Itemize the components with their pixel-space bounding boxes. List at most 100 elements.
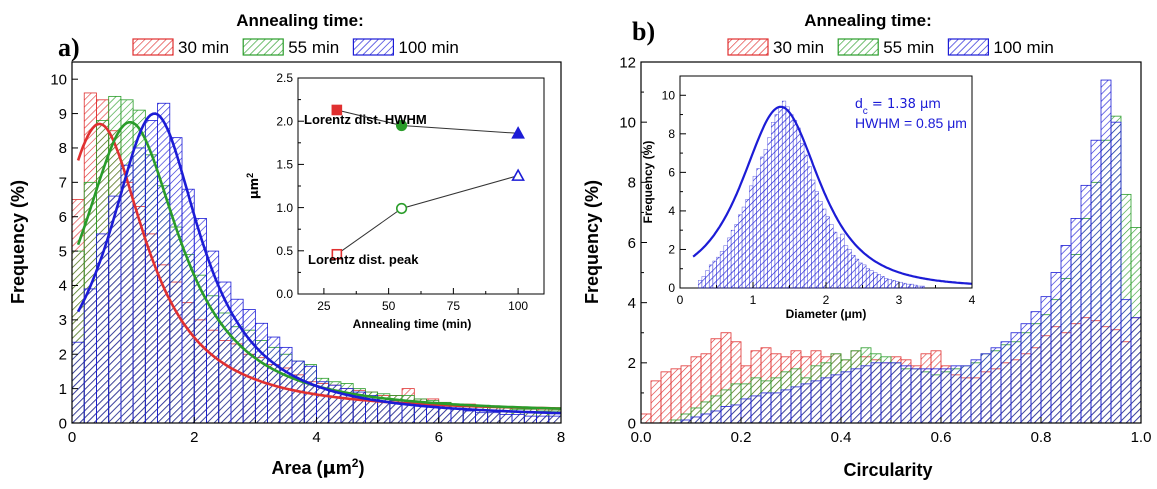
b-legend-swatch-55: [837, 38, 879, 56]
b-bar-100: [930, 368, 942, 424]
inset-b-bar: [789, 114, 794, 289]
a-legend-label-30: 30 min: [178, 38, 229, 57]
inset-b-bar: [760, 156, 765, 289]
b-bar-100: [1010, 332, 1022, 424]
inset-b-bar: [895, 281, 900, 289]
b-bar-100: [890, 362, 902, 424]
inset-a-x-tick-label: 100: [508, 299, 528, 313]
b-bar-100: [800, 383, 812, 424]
a-y-tick-label: 10: [50, 71, 67, 88]
b-legend-label-55: 55 min: [883, 38, 934, 57]
a-y-tick-label: 6: [59, 209, 67, 226]
inset-b-bar: [833, 231, 838, 289]
b-bar-100: [1110, 121, 1122, 424]
inset-b-bar: [763, 148, 768, 289]
inset-a-marker-triangle: [511, 168, 525, 181]
b-y-tick-label: 2: [628, 355, 636, 372]
inset-x-axis-title-a: Annealing time (min): [353, 317, 472, 331]
a-bar-100: [157, 102, 171, 424]
inset-a-y-tick-label: 2.0: [276, 114, 293, 128]
b-bar-30: [660, 371, 672, 424]
b-bar-100: [810, 380, 822, 424]
inset-axes-b: 0 1 2 3 4 0 2 4 6 8 10: [662, 88, 976, 307]
b-bar-100: [850, 368, 862, 424]
b-bar-100: [720, 406, 732, 424]
inset-b-bar: [712, 260, 717, 289]
inset-b-bar: [745, 199, 750, 289]
inset-a-marker-square: [331, 248, 343, 260]
inset-b-bar: [727, 237, 732, 289]
b-legend-label-100: 100 min: [993, 38, 1053, 57]
a-bar-100: [206, 250, 220, 424]
a-bar-100: [169, 137, 183, 424]
inset-b-bar: [734, 224, 739, 289]
a-legend-swatch-30: [132, 38, 174, 56]
inset-b-bar: [902, 282, 907, 289]
inset-b-bar: [891, 280, 896, 289]
inset-b-bar: [822, 208, 827, 289]
b-bar-30: [640, 413, 652, 424]
b-bar-100: [1040, 296, 1052, 424]
b-bar-100: [1020, 323, 1032, 424]
y-axis-title-b: Frequency (%): [582, 180, 602, 304]
inset-b-bar: [785, 106, 790, 289]
b-bar-100: [860, 365, 872, 424]
a-legend-swatch-55: [242, 38, 284, 56]
b-bar-100: [730, 404, 742, 424]
inset-b-bar: [708, 264, 714, 289]
b-bar-100: [780, 389, 792, 424]
inset-annotation-dc: dc = 1.38 μm: [855, 95, 941, 117]
a-legend-swatch-100: [352, 38, 394, 56]
inset-b-bar: [796, 127, 801, 289]
b-bar-100: [990, 347, 1002, 424]
chart-a: a) Annealing time: 30 min 55 min 100 min 0…: [8, 11, 565, 479]
inset-b-bar: [898, 281, 903, 289]
a-bar-100: [450, 408, 464, 424]
inset-a-y-tick-label: 1.5: [276, 158, 293, 172]
inset-b-bar: [913, 284, 918, 289]
a-x-tick-label: 4: [312, 429, 320, 446]
inset-b-bar: [719, 251, 725, 289]
inset-b-bar: [730, 229, 735, 289]
inset-b-x-tick-label: 1: [750, 293, 757, 307]
inset-b-bar: [781, 100, 787, 289]
b-bar-100: [1130, 317, 1142, 424]
b-bar-100: [880, 362, 892, 424]
inset-bars-b: [698, 100, 925, 289]
b-bar-100: [920, 368, 932, 424]
inset-b-bar: [814, 191, 819, 289]
b-x-tick-label: 0.4: [831, 429, 852, 446]
b-x-tick-label: 0.0: [631, 429, 652, 446]
inset-a-marker-circle: [395, 202, 408, 215]
inset-a-x-tick-label: 25: [317, 299, 331, 313]
inset-b-bar: [738, 214, 743, 289]
a-x-tick-label: 6: [435, 429, 443, 446]
inset-fit-curve-b: [692, 105, 973, 285]
a-bar-100: [132, 147, 146, 424]
inset-b-bar: [778, 106, 783, 289]
a-y-tick-label: 0: [59, 415, 67, 432]
b-legend-label-30: 30 min: [773, 38, 824, 57]
inset-b-bar: [869, 270, 874, 289]
a-bar-100: [438, 407, 452, 424]
inset-chart-a: 25 50 75 100 0.0 0.5 1.0 1.5 2.0 2.5 Lorentz dist…: [245, 71, 545, 331]
b-bar-100: [1030, 311, 1042, 424]
inset-b-bar: [854, 258, 860, 289]
inset-b-bar: [836, 237, 841, 289]
a-legend-label-55: 55 min: [288, 38, 339, 57]
b-bar-100: [1100, 79, 1112, 424]
inset-b-x-tick-label: 2: [823, 293, 830, 307]
legend-b: 30 min 55 min 100 min: [727, 38, 1054, 57]
b-bar-100: [1060, 245, 1072, 424]
inset-a-y-tick-label: 0.0: [276, 287, 293, 301]
inset-b-bar: [880, 276, 885, 289]
a-x-tick-label: 0: [68, 429, 76, 446]
a-bar-100: [523, 415, 537, 424]
inset-b-y-tick-label: 4: [668, 204, 675, 218]
inset-b-bar: [851, 254, 856, 289]
b-y-tick-label: 8: [628, 175, 636, 192]
b-bar-100: [1000, 341, 1012, 424]
inset-b-bar: [847, 249, 852, 289]
